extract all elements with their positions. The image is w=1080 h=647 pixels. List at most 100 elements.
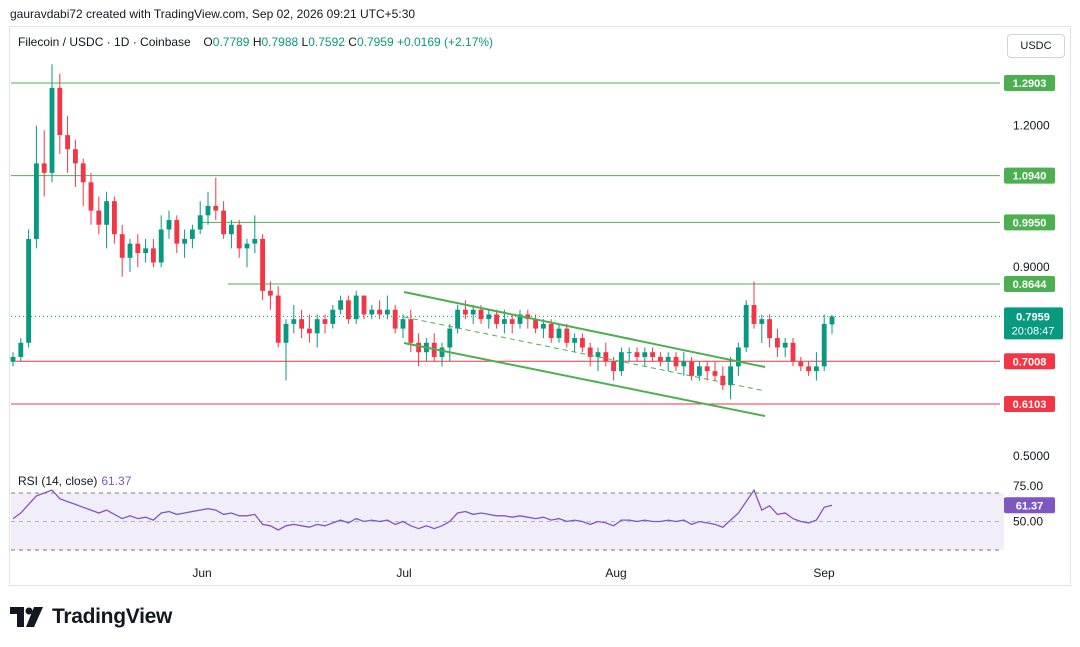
candle-body xyxy=(595,352,601,357)
candle-body xyxy=(462,309,468,315)
price-level-badge xyxy=(1004,214,1055,231)
candle-body xyxy=(275,295,281,343)
price-level-label: 0.6103 xyxy=(1013,399,1047,411)
candle-body xyxy=(353,295,359,320)
candle-body xyxy=(57,87,63,136)
candle-body xyxy=(260,238,266,291)
candle-body xyxy=(735,347,741,367)
candle-body xyxy=(579,338,585,348)
candle-body xyxy=(439,347,445,357)
close-value: 0.7959 xyxy=(356,35,394,49)
candle-body xyxy=(127,243,133,258)
channel-mid-line xyxy=(403,316,766,392)
candle-body xyxy=(80,163,86,183)
candle-body xyxy=(634,352,640,357)
chart-frame xyxy=(9,26,1071,586)
candle-body xyxy=(572,338,578,343)
candle-body xyxy=(338,300,344,310)
open-value: 0.7789 xyxy=(212,35,250,49)
candle-body xyxy=(657,356,663,362)
price-level-label: 1.2903 xyxy=(1013,78,1047,90)
candle-body xyxy=(774,338,780,348)
candle-body xyxy=(478,309,484,320)
candle-body xyxy=(345,300,351,320)
rsi-title[interactable]: RSI (14, close) xyxy=(18,474,98,488)
candle-body xyxy=(150,248,156,263)
candle-body xyxy=(104,201,110,225)
high-label: H xyxy=(252,35,262,49)
candle-body xyxy=(517,314,523,324)
candle-body xyxy=(252,238,258,244)
candle-body xyxy=(135,243,141,254)
candle-body xyxy=(603,352,609,362)
price-level-badge xyxy=(1004,353,1055,370)
candle-body xyxy=(213,205,219,211)
candle-body xyxy=(470,309,476,315)
candle-body xyxy=(166,220,172,230)
candle-body xyxy=(244,243,250,249)
candle-body xyxy=(111,201,117,235)
candle-body xyxy=(158,229,164,263)
candle-body xyxy=(759,319,765,324)
candle-body xyxy=(236,224,242,249)
change-value: +0.0169 (+2.17%) xyxy=(396,35,494,49)
time-axis-tick: Sep xyxy=(813,566,835,580)
price-level-badge xyxy=(1004,276,1055,293)
close-label: C xyxy=(348,35,357,49)
candle-body xyxy=(501,319,507,324)
candle-body xyxy=(299,319,305,329)
price-level-label: 0.9950 xyxy=(1013,217,1047,229)
candle-body xyxy=(377,309,383,315)
candle-body xyxy=(743,305,749,348)
channel-lower-line xyxy=(403,342,766,417)
candle-body xyxy=(408,319,414,343)
candle-body xyxy=(447,328,453,348)
currency-button[interactable]: USDC xyxy=(1007,34,1065,58)
candle-body xyxy=(291,319,297,324)
candle-body xyxy=(96,210,102,225)
rsi-line xyxy=(12,488,833,531)
price-level-label: 1.0940 xyxy=(1013,171,1047,183)
candle-body xyxy=(330,309,336,324)
open-label: O xyxy=(203,35,213,49)
candle-body xyxy=(673,356,679,367)
candle-body xyxy=(267,290,273,296)
price-level-label: 0.8644 xyxy=(1013,279,1048,291)
candle-body xyxy=(650,352,656,357)
tradingview-logo-icon xyxy=(10,607,43,627)
candle-body xyxy=(361,295,367,315)
candle-body xyxy=(18,342,24,357)
symbol-name[interactable]: Filecoin / USDC · 1D · Coinbase xyxy=(18,35,191,49)
candle-body xyxy=(712,371,718,376)
candle-body xyxy=(65,135,71,150)
price-level-badge xyxy=(1004,396,1055,412)
candle-body xyxy=(416,342,422,353)
candle-body xyxy=(618,352,624,372)
candle-body xyxy=(611,361,617,372)
candle-body xyxy=(533,319,539,329)
candle-body xyxy=(392,309,398,329)
candle-body xyxy=(228,224,234,235)
rsi-value-label: 61.37 xyxy=(1016,500,1044,512)
candle-body xyxy=(182,238,188,244)
tradingview-logo-text: TradingView xyxy=(52,605,173,628)
candle-body xyxy=(813,366,819,372)
candle-body xyxy=(829,316,835,325)
candle-body xyxy=(665,356,671,362)
rsi-axis-tick: 50.00 xyxy=(1013,515,1043,529)
candle-body xyxy=(696,366,702,376)
price-level-label: 0.7008 xyxy=(1013,356,1047,368)
candle-body xyxy=(509,319,515,324)
candle-body xyxy=(455,309,461,329)
candle-body xyxy=(384,309,390,315)
candle-body xyxy=(322,319,328,324)
candle-body xyxy=(767,319,773,339)
candle-body xyxy=(26,238,32,343)
candle-body xyxy=(400,319,406,329)
high-value: 0.7988 xyxy=(261,35,299,49)
price-level-badge xyxy=(1004,167,1055,184)
price-axis-tick: 0.9000 xyxy=(1013,260,1050,274)
candle-body xyxy=(728,366,734,386)
tradingview-logo[interactable]: TradingView xyxy=(10,604,172,630)
